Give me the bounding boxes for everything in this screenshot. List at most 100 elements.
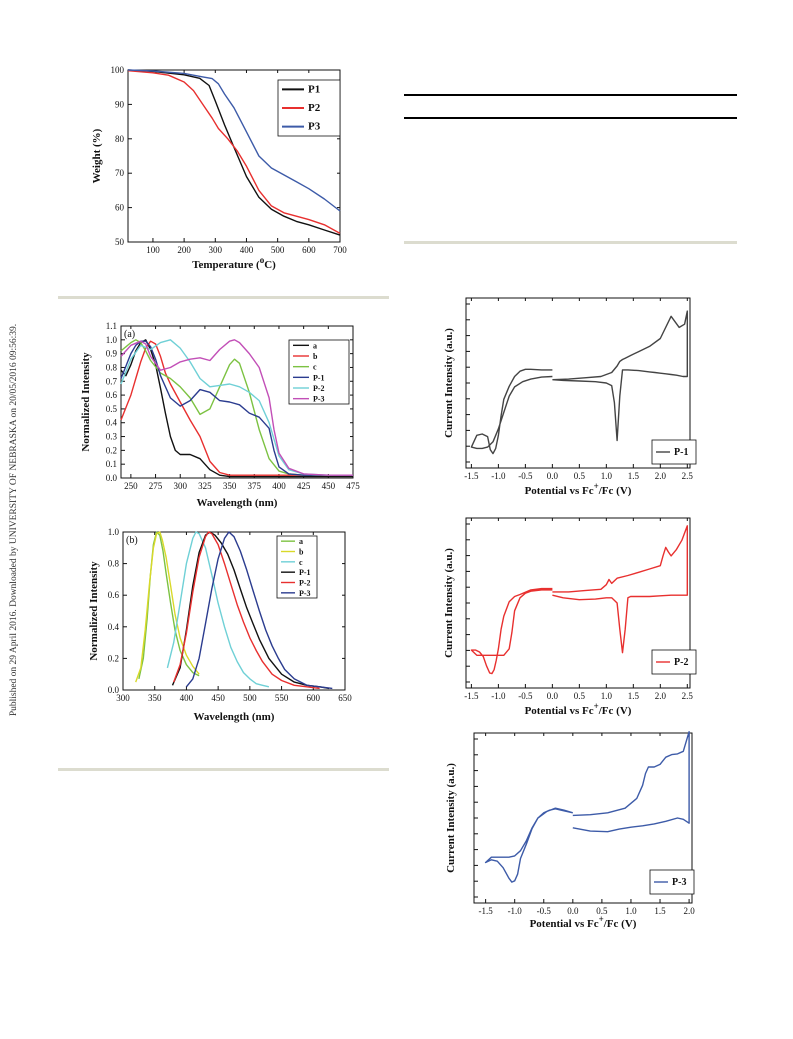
y-tick-label: 0.2 [108,653,119,663]
x-tick-label: 0.0 [567,906,579,916]
y-tick-label: 0.1 [106,459,117,469]
legend-label: P-2 [313,384,325,393]
y-tick-label: 60 [115,203,125,213]
x-tick-label: 0.0 [547,691,559,701]
y-tick-label: 0.0 [108,685,120,695]
y-tick-label: 1.0 [108,527,120,537]
x-tick-label: 275 [149,481,163,491]
x-tick-label: 450 [322,481,336,491]
y-axis-label: Normalized Intensity [88,561,100,661]
x-tick-label: -0.5 [537,906,552,916]
x-tick-label: -1.5 [479,906,494,916]
series-line-p-1 [171,531,330,690]
legend-label: P-2 [299,579,311,588]
cv-chart-p3: -1.5 -1.0 -0.5 0.0 0.5 1.0 1.5 2.0 Potential vs … [445,730,695,930]
x-tick-label: 500 [243,693,257,703]
tga-chart: 100 200 300 400 500 600 700 50 60 70 80 90 100 Temper… [91,65,347,271]
x-tick-label: 1.0 [601,471,613,481]
series-line-c [120,339,353,476]
y-axis-label: Current Intensity (a.u.) [443,548,455,658]
x-tick-label: 400 [240,245,254,255]
y-tick-label: 0.9 [106,349,118,359]
x-tick-label: -1.0 [508,906,523,916]
y-tick-label: 0.8 [108,559,120,569]
x-tick-label: 475 [346,481,360,491]
legend-box [288,339,350,405]
y-tick-label: 0.4 [106,418,118,428]
x-axis-label: Potential vs Fc+/Fc (V) [525,701,632,717]
x-tick-label: 1.5 [628,691,640,701]
x-tick-label: 425 [297,481,311,491]
x-tick-label: -0.5 [518,471,533,481]
y-tick-label: 0.0 [106,473,118,483]
y-tick-label: 80 [115,134,125,144]
x-tick-label: 400 [272,481,286,491]
x-tick-label: 300 [173,481,187,491]
x-tick-label: -0.5 [518,691,533,701]
legend-label: P-1 [299,568,311,577]
x-tick-label: 600 [307,693,321,703]
series-line-p-1 [470,368,553,455]
legend-label: b [313,352,318,361]
x-tick-label: 350 [148,693,162,703]
x-tick-label: 1.0 [601,691,613,701]
y-tick-label: 100 [111,65,125,75]
plot-frame [122,531,346,691]
figure-divider-2 [58,768,389,771]
y-tick-label: 0.8 [106,362,118,372]
series-line-p-2 [552,525,689,654]
legend-label: P-3 [672,877,686,888]
figure-divider-1 [58,296,389,299]
x-tick-label: 375 [248,481,262,491]
legend-label: a [313,341,317,350]
x-tick-label: 325 [198,481,212,491]
x-tick-label: -1.0 [491,691,506,701]
table-divider [404,241,737,244]
x-axis-label: Wavelength (nm) [194,711,275,723]
x-tick-label: 200 [177,245,191,255]
legend-label: P3 [308,121,321,133]
series-line-a [120,339,353,478]
legend-box [276,535,318,599]
y-tick-label: 1.0 [106,335,118,345]
series-line-p-3 [185,531,333,690]
panel-label: (b) [126,535,138,546]
x-tick-label: 600 [302,245,316,255]
y-tick-label: 0.4 [108,622,120,632]
y-tick-label: 1.1 [106,321,117,331]
legend-label: P-2 [674,657,688,668]
x-tick-label: 1.0 [625,906,637,916]
x-tick-label: 2.0 [655,471,667,481]
y-tick-label: 90 [115,99,125,109]
x-axis-label: Potential vs Fc+/Fc (V) [525,481,632,497]
x-tick-label: 100 [146,245,160,255]
legend-label: P-3 [313,395,325,404]
x-tick-label: 2.0 [655,691,667,701]
legend-label: c [313,363,317,372]
y-tick-label: 50 [115,237,125,247]
plot-frame [120,325,354,479]
x-tick-label: 550 [275,693,289,703]
y-tick-label: 0.6 [108,590,120,600]
x-tick-label: -1.5 [464,471,479,481]
x-tick-label: 0.5 [596,906,608,916]
download-notice: Published on 29 April 2016. Downloaded b… [0,0,30,1039]
series-line-p1 [127,69,341,236]
cv-chart-p2: -1.5 -1.0 -0.5 0.0 0.5 1.0 1.5 2.0 2.5 Potential … [443,517,697,717]
series-line-b [120,340,353,476]
x-tick-label: 650 [338,693,352,703]
series-line-p-2 [120,339,353,476]
series-line-p-2 [173,531,320,690]
x-tick-label: 300 [209,245,223,255]
x-axis-label: Wavelength (nm) [197,497,278,509]
y-tick-label: 0.5 [106,404,118,414]
emission-chart: 300 350 400 450 500 550 600 650 0.0 0.2 0.4 0.6 0.8 1… [88,527,352,723]
x-tick-label: -1.0 [491,471,506,481]
series-line-p-3 [484,807,574,883]
y-tick-label: 70 [115,168,125,178]
legend-label: b [299,548,304,557]
x-tick-label: 400 [180,693,194,703]
x-axis-label: Temperature (oC) [192,255,276,271]
table-rule-top [404,94,737,96]
series-line-c [166,531,270,688]
